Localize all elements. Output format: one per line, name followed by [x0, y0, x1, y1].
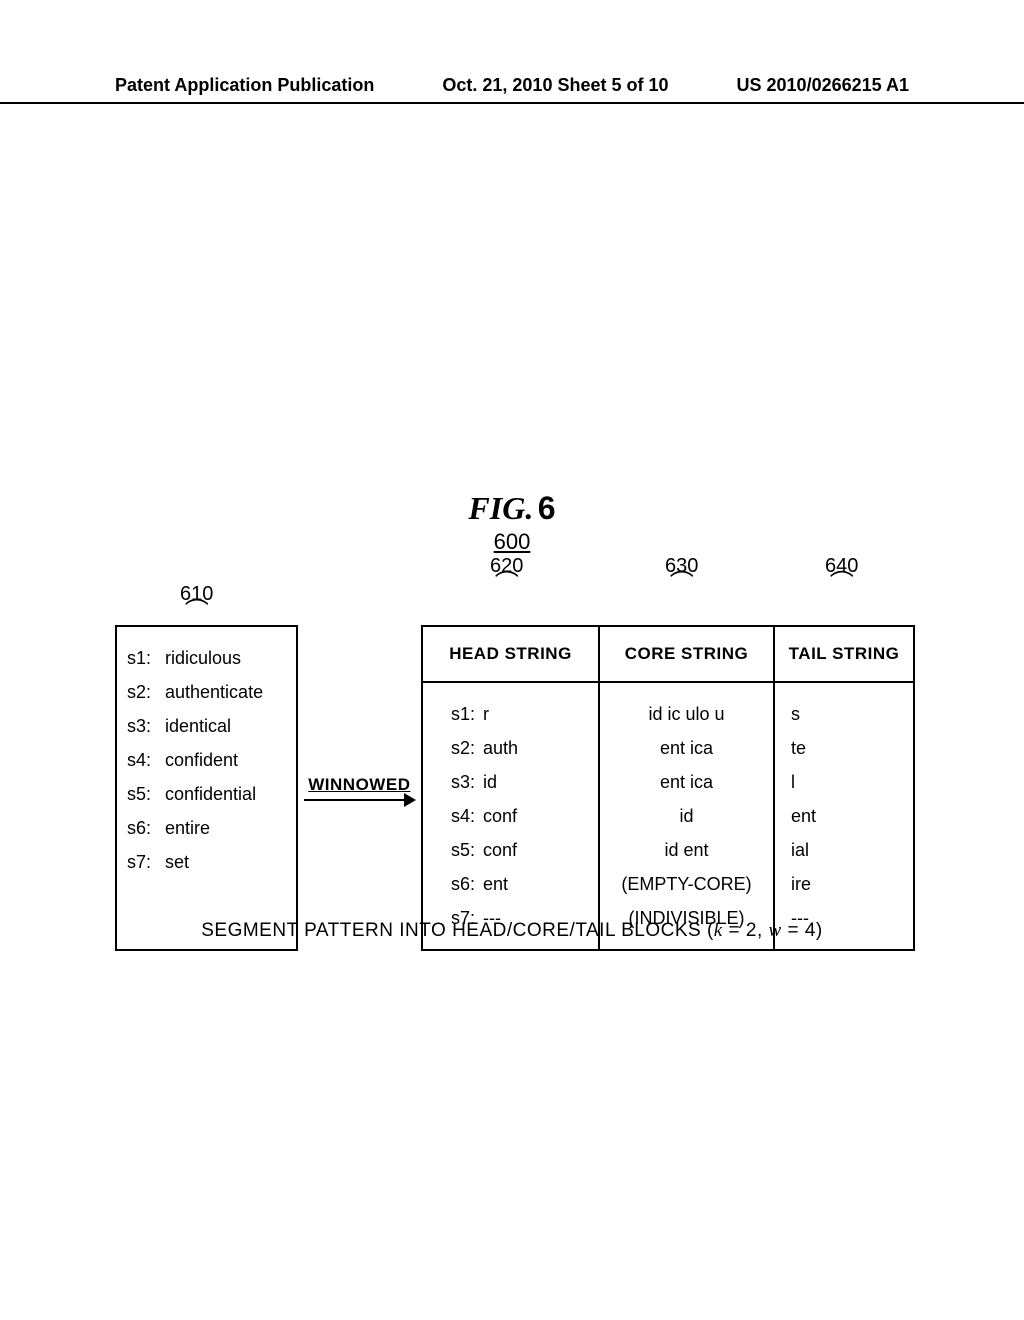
output-box: HEAD STRING s1:r s2:auth s3:id s4:conf s…	[421, 625, 915, 951]
head-row: s6:ent	[433, 867, 588, 901]
core-row: ent ica	[610, 765, 763, 799]
header-left: Patent Application Publication	[115, 75, 374, 96]
input-box: s1:ridiculous s2:authenticate s3:identic…	[115, 625, 298, 951]
figure-number: 6	[538, 490, 556, 526]
core-row: id ic ulo u	[610, 697, 763, 731]
caption-w: w	[769, 920, 782, 941]
figure-refnum: 600	[0, 529, 1024, 555]
tail-row: ire	[791, 867, 903, 901]
tail-row: s	[791, 697, 903, 731]
ref-630: 630 ⌒	[665, 555, 698, 592]
winnowed-label: WINNOWED	[308, 775, 410, 795]
ref-hook-icon: ⌒	[180, 604, 213, 620]
figure-caption: SEGMENT PATTERN INTO HEAD/CORE/TAIL BLOC…	[0, 920, 1024, 942]
core-column-header: CORE STRING	[600, 627, 773, 683]
header-right: US 2010/0266215 A1	[737, 75, 909, 96]
arrow-icon	[304, 799, 414, 801]
diagram: s1:ridiculous s2:authenticate s3:identic…	[115, 625, 915, 951]
ref-hook-icon: ⌒	[665, 576, 698, 592]
head-row: s3:id	[433, 765, 588, 799]
caption-k: k	[714, 920, 723, 941]
head-row: s5:conf	[433, 833, 588, 867]
caption-eq1: = 2,	[723, 920, 769, 941]
tail-row: ial	[791, 833, 903, 867]
ref-hook-icon: ⌒	[490, 576, 523, 592]
head-row: s1:r	[433, 697, 588, 731]
diagram-content: 610 ⌒ 620 ⌒ 630 ⌒ 640 ⌒ s1:ridiculous s2…	[115, 555, 915, 951]
page-header: Patent Application Publication Oct. 21, …	[0, 75, 1024, 104]
input-row: s3:identical	[127, 709, 286, 743]
tail-column-header: TAIL STRING	[775, 627, 913, 683]
winnowed-arrow: WINNOWED	[298, 625, 421, 951]
page: Patent Application Publication Oct. 21, …	[0, 0, 1024, 1320]
head-row: s4:conf	[433, 799, 588, 833]
head-row: s2:auth	[433, 731, 588, 765]
core-row: ent ica	[610, 731, 763, 765]
input-row: s5:confidential	[127, 777, 286, 811]
tail-row: ent	[791, 799, 903, 833]
caption-eq2: = 4)	[782, 920, 823, 941]
header-center: Oct. 21, 2010 Sheet 5 of 10	[442, 75, 668, 96]
tail-row: l	[791, 765, 903, 799]
head-string-column: HEAD STRING s1:r s2:auth s3:id s4:conf s…	[423, 627, 598, 949]
input-row: s1:ridiculous	[127, 641, 286, 675]
figure-title: FIG. 6 600	[0, 490, 1024, 555]
ref-610: 610 ⌒	[180, 583, 213, 620]
ref-hook-icon: ⌒	[825, 576, 858, 592]
caption-pre: SEGMENT PATTERN INTO HEAD/CORE/TAIL BLOC…	[201, 920, 714, 941]
input-row: s2:authenticate	[127, 675, 286, 709]
core-row: id	[610, 799, 763, 833]
reference-numbers: 610 ⌒ 620 ⌒ 630 ⌒ 640 ⌒	[115, 555, 915, 625]
ref-620: 620 ⌒	[490, 555, 523, 592]
figure-label: FIG.	[468, 490, 533, 526]
core-string-column: CORE STRING id ic ulo u ent ica ent ica …	[598, 627, 773, 949]
head-column-header: HEAD STRING	[423, 627, 598, 683]
tail-row: te	[791, 731, 903, 765]
core-row: (EMPTY-CORE)	[610, 867, 763, 901]
input-row: s7:set	[127, 845, 286, 879]
core-row: id ent	[610, 833, 763, 867]
input-row: s6:entire	[127, 811, 286, 845]
tail-string-column: TAIL STRING s te l ent ial ire ---	[773, 627, 913, 949]
input-row: s4:confident	[127, 743, 286, 777]
ref-640: 640 ⌒	[825, 555, 858, 592]
